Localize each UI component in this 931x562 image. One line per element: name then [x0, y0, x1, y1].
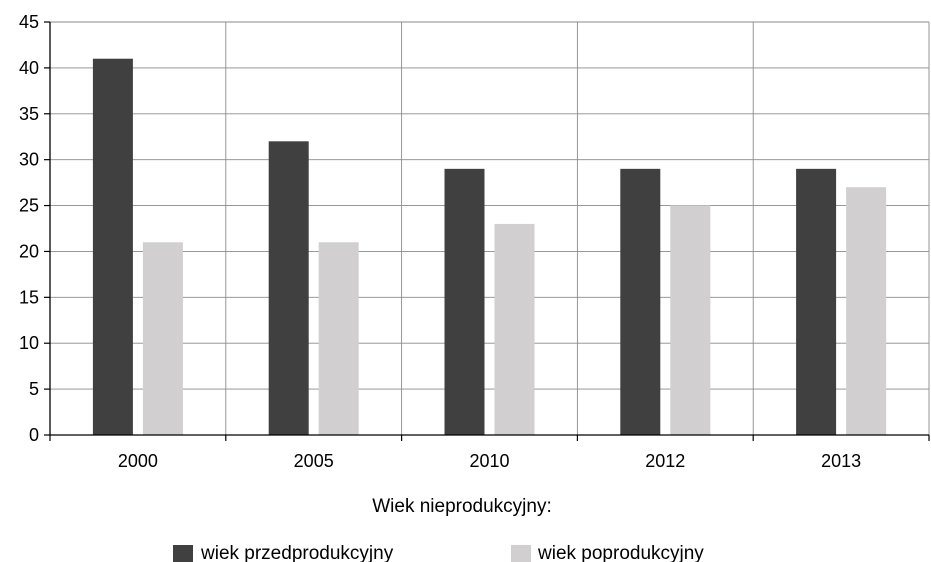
y-tick-label: 10: [19, 333, 39, 353]
bar-poprodukcyjny-2000: [142, 242, 183, 435]
y-tick-label: 5: [29, 379, 39, 399]
bar-poprodukcyjny-2005: [318, 242, 359, 435]
bar-poprodukcyjny-2010: [494, 223, 535, 435]
y-axis-ticks: 0 5 10 15 20 25 30 35 40 45: [19, 12, 50, 445]
y-tick-label: 25: [19, 196, 39, 216]
y-tick-label: 35: [19, 104, 39, 124]
y-tick-label: 40: [19, 58, 39, 78]
x-tick-label: 2005: [294, 451, 334, 471]
bar-przedprodukcyjny-2005: [268, 141, 309, 436]
x-tick-label: 2000: [118, 451, 158, 471]
x-tick-label: 2012: [645, 451, 685, 471]
y-tick-label: 30: [19, 150, 39, 170]
bar-przedprodukcyjny-2010: [444, 168, 485, 435]
bar-przedprodukcyjny-2012: [620, 168, 661, 435]
bar-przedprodukcyjny-2013: [796, 168, 837, 435]
legend: Wiek nieprodukcyjny: wiek przedprodukcyj…: [173, 496, 704, 562]
y-tick-label: 45: [19, 12, 39, 32]
y-tick-label: 0: [29, 425, 39, 445]
legend-title: Wiek nieprodukcyjny:: [372, 496, 552, 517]
bars: [92, 58, 887, 436]
x-axis-ticks: 2000 2005 2010 2012 2013: [49, 435, 930, 471]
legend-swatch-poprodukcyjny: [511, 545, 531, 562]
axes: [49, 22, 929, 436]
legend-label-przedprodukcyjny: wiek przedprodukcyjny: [200, 543, 394, 562]
y-tick-label: 20: [19, 241, 39, 261]
gridlines: [50, 21, 930, 435]
bar-poprodukcyjny-2013: [846, 187, 887, 435]
y-tick-label: 15: [19, 287, 39, 307]
x-tick-label: 2010: [469, 451, 509, 471]
legend-swatch-przedprodukcyjny: [173, 545, 193, 562]
x-tick-label: 2013: [821, 451, 861, 471]
bar-poprodukcyjny-2012: [670, 205, 711, 435]
legend-label-poprodukcyjny: wiek poprodukcyjny: [537, 543, 704, 562]
bar-przedprodukcyjny-2000: [92, 58, 133, 435]
